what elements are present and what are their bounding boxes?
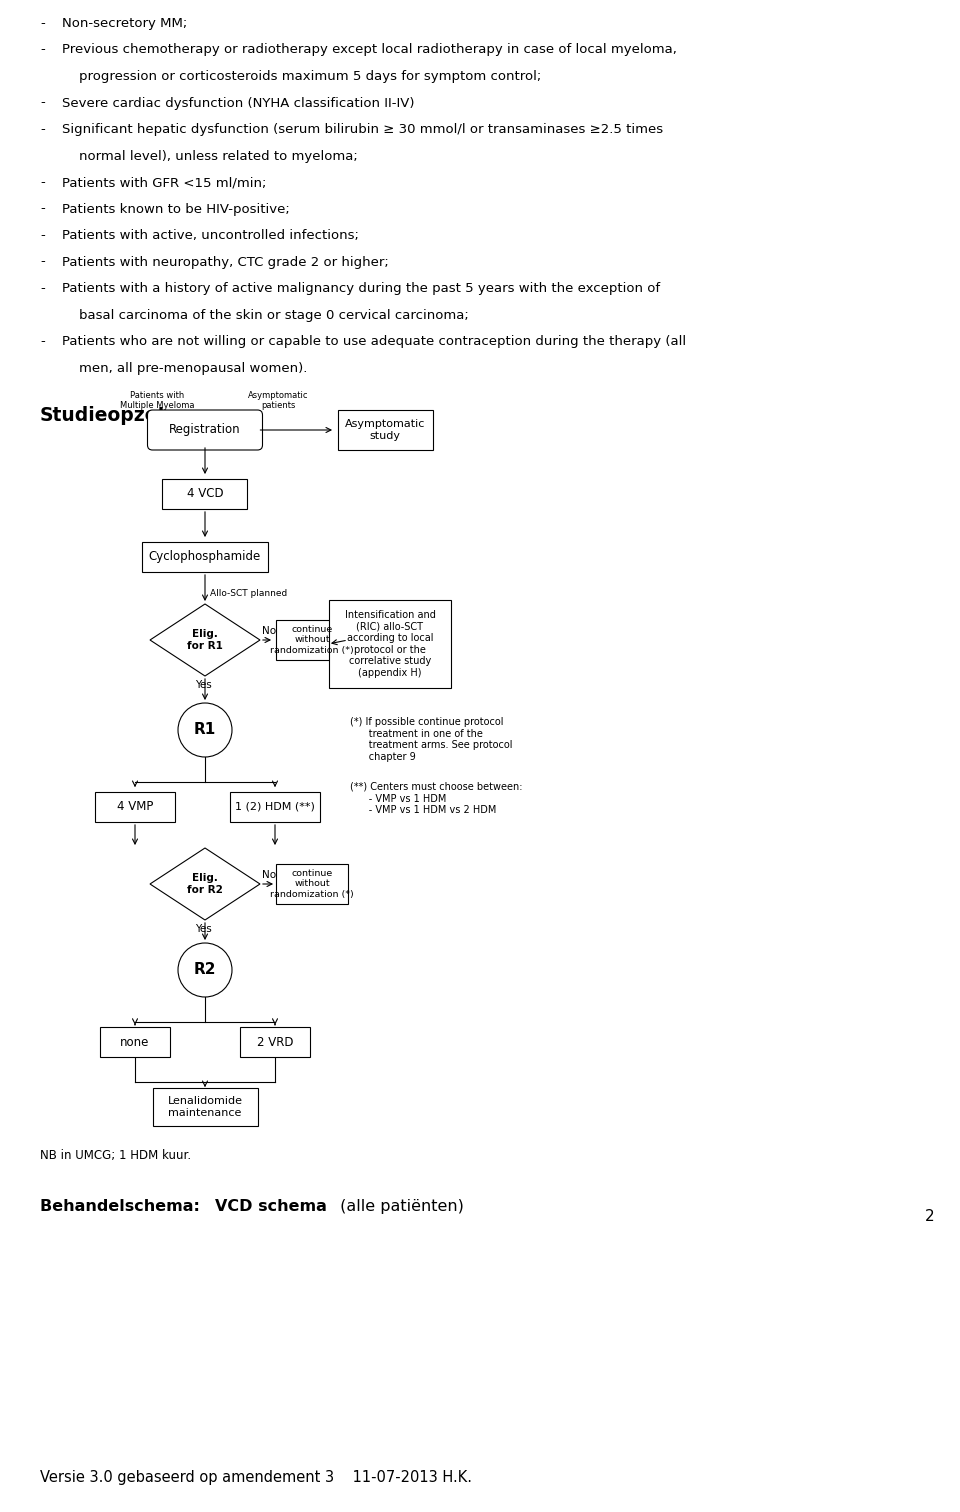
Text: Previous chemotherapy or radiotherapy except local radiotherapy in case of local: Previous chemotherapy or radiotherapy ex…: [62, 44, 677, 56]
Text: men, all pre-menopausal women).: men, all pre-menopausal women).: [62, 361, 307, 375]
Text: 4 VMP: 4 VMP: [117, 800, 154, 813]
Text: (**) Centers must choose between:
      - VMP vs 1 HDM
      - VMP vs 1 HDM vs 2: (**) Centers must choose between: - VMP …: [350, 782, 522, 815]
Text: Asymptomatic
study: Asymptomatic study: [345, 419, 425, 442]
Text: Versie 3.0 gebaseerd op amendement 3    11-07-2013 H.K.: Versie 3.0 gebaseerd op amendement 3 11-…: [40, 1470, 472, 1485]
Text: Patients with
Multiple Myeloma: Patients with Multiple Myeloma: [120, 390, 194, 410]
Text: normal level), unless related to myeloma;: normal level), unless related to myeloma…: [62, 150, 358, 162]
Text: progression or corticosteroids maximum 5 days for symptom control;: progression or corticosteroids maximum 5…: [62, 70, 541, 83]
FancyBboxPatch shape: [162, 479, 248, 510]
Text: Patients with GFR <15 ml/min;: Patients with GFR <15 ml/min;: [62, 175, 266, 189]
Text: -: -: [40, 122, 45, 136]
Text: Patients who are not willing or capable to use adequate contraception during the: Patients who are not willing or capable …: [62, 336, 686, 348]
Text: Significant hepatic dysfunction (serum bilirubin ≥ 30 mmol/l or transaminases ≥2: Significant hepatic dysfunction (serum b…: [62, 122, 663, 136]
Circle shape: [178, 703, 232, 758]
Text: (*) If possible continue protocol
      treatment in one of the
      treatment : (*) If possible continue protocol treatm…: [350, 717, 513, 762]
Text: -: -: [40, 203, 45, 216]
Text: -: -: [40, 283, 45, 295]
Text: Registration: Registration: [169, 423, 241, 437]
Text: NB in UMCG; 1 HDM kuur.: NB in UMCG; 1 HDM kuur.: [40, 1149, 191, 1163]
Text: Lenalidomide
maintenance: Lenalidomide maintenance: [167, 1096, 243, 1117]
Text: continue
without
randomization (*): continue without randomization (*): [270, 869, 354, 900]
FancyBboxPatch shape: [329, 600, 451, 688]
Text: (alle patiënten): (alle patiënten): [335, 1199, 464, 1214]
FancyBboxPatch shape: [230, 792, 320, 823]
Text: -: -: [40, 17, 45, 30]
Text: VCD schema: VCD schema: [215, 1199, 326, 1214]
Text: continue
without
randomization (*): continue without randomization (*): [270, 624, 354, 655]
FancyBboxPatch shape: [148, 410, 262, 451]
FancyBboxPatch shape: [338, 410, 433, 451]
Text: Elig.
for R1: Elig. for R1: [187, 629, 223, 650]
Text: R2: R2: [194, 963, 216, 977]
Text: R1: R1: [194, 723, 216, 738]
Text: -: -: [40, 97, 45, 109]
Text: Asymptomatic
patients: Asymptomatic patients: [248, 390, 308, 410]
Text: Yes: Yes: [195, 680, 212, 689]
Polygon shape: [150, 848, 260, 919]
Text: No: No: [262, 869, 276, 880]
Text: No: No: [262, 626, 276, 637]
Text: 2 VRD: 2 VRD: [256, 1036, 293, 1048]
Text: 1 (2) HDM (**): 1 (2) HDM (**): [235, 801, 315, 812]
Text: Studieopzet: Studieopzet: [40, 407, 167, 425]
Text: none: none: [120, 1036, 150, 1048]
Text: Intensification and
(RIC) allo-SCT
according to local
protocol or the
correlativ: Intensification and (RIC) allo-SCT accor…: [345, 609, 436, 677]
Text: -: -: [40, 44, 45, 56]
FancyBboxPatch shape: [142, 541, 268, 572]
Text: Behandelschema:: Behandelschema:: [40, 1199, 205, 1214]
Text: Patients with neuropathy, CTC grade 2 or higher;: Patients with neuropathy, CTC grade 2 or…: [62, 256, 389, 269]
FancyBboxPatch shape: [240, 1027, 310, 1057]
Text: Yes: Yes: [195, 924, 212, 934]
Text: -: -: [40, 336, 45, 348]
Text: -: -: [40, 175, 45, 189]
Text: Patients with a history of active malignancy during the past 5 years with the ex: Patients with a history of active malign…: [62, 283, 660, 295]
Text: Non-secretory MM;: Non-secretory MM;: [62, 17, 187, 30]
FancyBboxPatch shape: [153, 1089, 257, 1126]
Text: 2: 2: [925, 1210, 935, 1225]
Text: Patients known to be HIV-positive;: Patients known to be HIV-positive;: [62, 203, 290, 216]
FancyBboxPatch shape: [276, 620, 348, 661]
Polygon shape: [150, 603, 260, 676]
Text: 4 VCD: 4 VCD: [186, 487, 224, 500]
Text: Allo-SCT planned: Allo-SCT planned: [210, 590, 287, 599]
Text: Cyclophosphamide: Cyclophosphamide: [149, 550, 261, 564]
Text: Patients with active, uncontrolled infections;: Patients with active, uncontrolled infec…: [62, 228, 359, 242]
FancyBboxPatch shape: [95, 792, 175, 823]
Text: basal carcinoma of the skin or stage 0 cervical carcinoma;: basal carcinoma of the skin or stage 0 c…: [62, 308, 468, 322]
Text: -: -: [40, 228, 45, 242]
FancyBboxPatch shape: [276, 863, 348, 904]
Text: Severe cardiac dysfunction (NYHA classification II-IV): Severe cardiac dysfunction (NYHA classif…: [62, 97, 415, 109]
Text: -: -: [40, 256, 45, 269]
FancyBboxPatch shape: [100, 1027, 170, 1057]
Circle shape: [178, 943, 232, 996]
Text: Elig.
for R2: Elig. for R2: [187, 874, 223, 895]
